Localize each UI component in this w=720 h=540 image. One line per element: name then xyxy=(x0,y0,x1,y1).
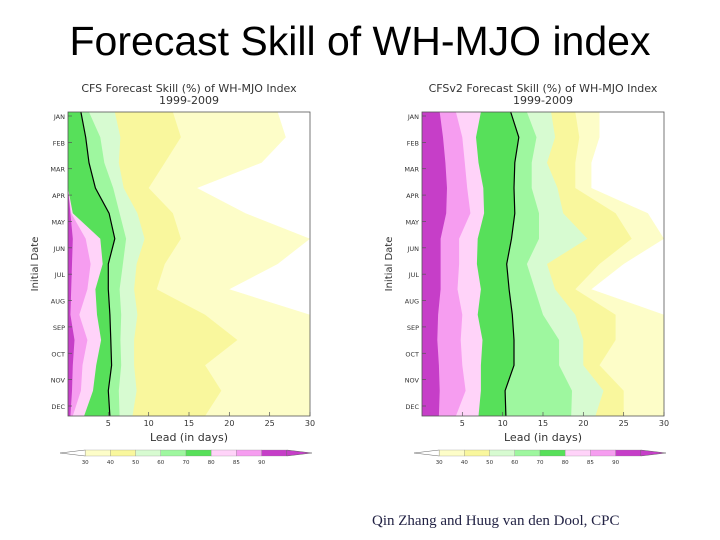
y-tick-label: FEB xyxy=(407,139,419,147)
x-tick-label: 20 xyxy=(578,419,588,428)
cfs-skill-panel: CFS Forecast Skill (%) of WH-MJO Index 19… xyxy=(28,78,328,468)
x-tick-label: 25 xyxy=(619,419,629,428)
y-tick-label: NOV xyxy=(405,377,420,385)
skill-region-90 xyxy=(68,112,75,416)
y-tick-label: FEB xyxy=(53,139,65,147)
x-axis-label: Lead (in days) xyxy=(504,431,582,444)
colorbar-segment xyxy=(489,449,515,457)
y-tick-label: MAY xyxy=(405,218,419,226)
colorbar-label: 50 xyxy=(486,460,493,466)
y-tick-label: APR xyxy=(406,192,419,200)
chart-subtitle: 1999-2009 xyxy=(513,94,573,107)
colorbar-segment xyxy=(236,449,262,457)
colorbar-segment xyxy=(135,449,161,457)
y-tick-label: SEP xyxy=(53,324,65,332)
x-axis-label: Lead (in days) xyxy=(150,431,228,444)
colorbar-label: 85 xyxy=(587,460,594,466)
y-tick-label: OCT xyxy=(405,350,419,358)
colorbar-label: 90 xyxy=(612,460,619,466)
colorbar-label: 50 xyxy=(132,460,139,466)
x-tick-label: 15 xyxy=(538,419,548,428)
colorbar-label: 30 xyxy=(436,460,443,466)
colorbar-segment xyxy=(615,449,641,457)
cfsv2-skill-panel: CFSv2 Forecast Skill (%) of WH-MJO Index… xyxy=(382,78,682,468)
chart-title: CFSv2 Forecast Skill (%) of WH-MJO Index xyxy=(429,82,658,95)
colorbar-segment xyxy=(185,449,212,457)
y-tick-label: JAN xyxy=(53,113,65,121)
x-tick-label: 20 xyxy=(224,419,234,428)
colorbar-segment xyxy=(211,449,237,457)
y-tick-label: SEP xyxy=(407,324,419,332)
x-tick-label: 25 xyxy=(265,419,275,428)
colorbar-label: 40 xyxy=(461,460,468,466)
x-tick-label: 5 xyxy=(460,419,465,428)
colorbar-segment xyxy=(464,449,490,457)
y-tick-label: JUL xyxy=(54,271,66,279)
x-tick-label: 30 xyxy=(305,419,315,428)
y-tick-label: NOV xyxy=(51,377,66,385)
colorbar-segment xyxy=(160,449,187,457)
colorbar-label: 40 xyxy=(107,460,114,466)
colorbar-label: 90 xyxy=(258,460,265,466)
colorbar-label: 80 xyxy=(562,460,569,466)
colorbar-arrow-high xyxy=(640,449,667,457)
chart-title: CFS Forecast Skill (%) of WH-MJO Index xyxy=(81,82,297,95)
colorbar-label: 60 xyxy=(511,460,518,466)
y-tick-label: MAR xyxy=(404,166,419,174)
colorbar-label: 70 xyxy=(183,460,190,466)
y-tick-label: JAN xyxy=(407,113,419,121)
skill-contour-line xyxy=(80,111,116,417)
y-axis-label: Initial Date xyxy=(30,237,41,292)
y-tick-label: APR xyxy=(52,192,65,200)
credit-text: Qin Zhang and Huug van den Dool, CPC xyxy=(372,513,620,529)
colorbar-segment xyxy=(439,449,465,457)
y-tick-label: DEC xyxy=(405,403,419,411)
colorbar-label: 80 xyxy=(208,460,215,466)
y-tick-label: JUN xyxy=(406,245,419,253)
y-tick-label: AUG xyxy=(405,298,419,306)
colorbar-label: 60 xyxy=(157,460,164,466)
colorbar-label: 85 xyxy=(233,460,240,466)
x-tick-label: 10 xyxy=(144,419,154,428)
colorbar-segment xyxy=(539,449,566,457)
colorbar-arrow-low xyxy=(59,449,86,457)
colorbar-arrow-high xyxy=(286,449,313,457)
y-axis-label: Initial Date xyxy=(384,237,395,292)
colorbar-label: 70 xyxy=(537,460,544,466)
y-tick-label: JUN xyxy=(52,245,65,253)
colorbar-segment xyxy=(514,449,541,457)
cfsv2-skill-chart: CFSv2 Forecast Skill (%) of WH-MJO Index… xyxy=(384,82,669,466)
colorbar-arrow-low xyxy=(413,449,440,457)
colorbar-segment xyxy=(110,449,136,457)
x-tick-label: 10 xyxy=(498,419,508,428)
y-tick-label: AUG xyxy=(51,298,65,306)
colorbar-segment xyxy=(590,449,616,457)
skill-region-90 xyxy=(422,112,447,416)
x-tick-label: 5 xyxy=(106,419,111,428)
x-tick-label: 15 xyxy=(184,419,194,428)
x-tick-label: 30 xyxy=(659,419,669,428)
colorbar-label: 30 xyxy=(82,460,89,466)
y-tick-label: OCT xyxy=(51,350,65,358)
y-tick-label: JUL xyxy=(408,271,420,279)
cfs-skill-chart: CFS Forecast Skill (%) of WH-MJO Index19… xyxy=(30,82,315,466)
colorbar-segment xyxy=(261,449,287,457)
chart-subtitle: 1999-2009 xyxy=(159,94,219,107)
colorbar-segment xyxy=(565,449,591,457)
skill-contour-line xyxy=(504,111,520,417)
colorbar-segment xyxy=(85,449,111,457)
y-tick-label: DEC xyxy=(51,403,65,411)
slide-title: Forecast Skill of WH-MJO index xyxy=(69,18,651,64)
y-tick-label: MAR xyxy=(50,166,65,174)
y-tick-label: MAY xyxy=(51,218,65,226)
